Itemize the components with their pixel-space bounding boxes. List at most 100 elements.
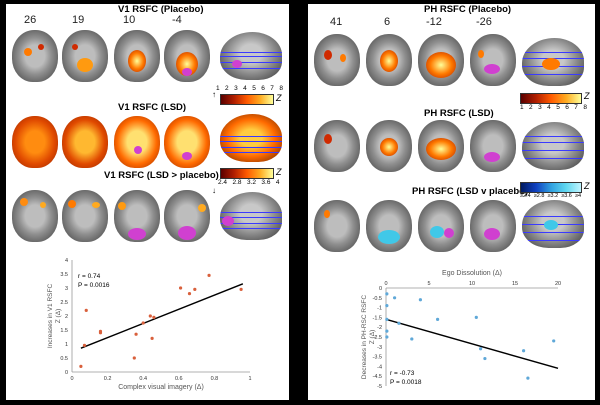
- axial-slice: [164, 30, 210, 82]
- data-point: [207, 273, 211, 277]
- data-point: [150, 336, 154, 340]
- data-point: [483, 356, 487, 361]
- regression-line: [80, 283, 244, 349]
- data-point: [385, 329, 389, 333]
- sagittal-slice: [220, 192, 282, 240]
- v1-scatter-chart: 0 0.5 1 1.5 2 2.5 3 3.5 4 0 0.2 0.4 0.6 0.8 1 Complex v…: [47, 258, 252, 391]
- y-tick-label: -3: [377, 345, 382, 351]
- axial-slice: [164, 190, 210, 242]
- y-tick-label: -1.5: [373, 315, 382, 321]
- data-point: [418, 298, 422, 302]
- data-point: [385, 292, 389, 296]
- y-tick-label: 1: [65, 342, 68, 348]
- axial-slice: [366, 34, 412, 86]
- y-tick-label: 3: [65, 286, 68, 292]
- slice-number: 19: [72, 14, 85, 26]
- axial-slice: [114, 190, 160, 242]
- axial-slice: [62, 116, 108, 168]
- axial-slice: [12, 190, 58, 242]
- axial-slice: [62, 190, 108, 242]
- data-point: [474, 315, 478, 319]
- ph-diff-title: PH RSFC (LSD v placebo): [412, 186, 529, 197]
- data-point: [193, 287, 197, 291]
- slice-number: -12: [426, 16, 442, 28]
- up-arrow-icon: ↑: [212, 90, 216, 99]
- y-tick-label: 2: [65, 314, 68, 320]
- v1-lsd-title: V1 RSFC (LSD): [118, 102, 187, 113]
- data-point: [187, 292, 192, 296]
- heat-colorbar: [220, 94, 274, 105]
- sagittal-slice: [522, 38, 584, 86]
- axial-slice: [470, 120, 516, 172]
- axial-slice: [12, 116, 58, 168]
- ph-scatter-chart: 0 -0.5 -1 -1.5 -2 -2.5 -3 -3.5 -4 -4.5 -5 0 5 10 15 20 E…: [361, 270, 561, 390]
- y-tick-label: 0.5: [60, 356, 68, 362]
- x-tick-label: 15: [512, 281, 518, 287]
- data-point: [141, 321, 145, 325]
- correlation-p: P = 0.0018: [390, 379, 422, 386]
- sagittal-slice: [220, 32, 282, 80]
- slice-number: -4: [172, 14, 182, 26]
- axial-slice: [314, 120, 360, 172]
- data-point: [436, 317, 440, 321]
- axial-slice: [12, 30, 58, 82]
- heat-colorbar: [520, 93, 582, 104]
- axial-slice: [114, 116, 160, 168]
- y-tick-label: 4: [65, 258, 68, 264]
- data-point: [132, 356, 136, 360]
- correlation-r: r = 0.74: [78, 273, 101, 280]
- data-point: [552, 339, 556, 343]
- data-point: [239, 287, 243, 291]
- colorbar-z-label: Z: [276, 167, 282, 177]
- x-tick-label: 1: [248, 376, 251, 382]
- colorbar-ticks: 2.4 2.8 3.2 3.6 4: [218, 179, 280, 186]
- data-point: [98, 329, 103, 333]
- diff-colorbar: [220, 168, 274, 179]
- colorbar-z-label: Z: [276, 93, 282, 103]
- x-tick-label: 0.6: [175, 376, 183, 382]
- left-figure-panel: 26 19 10 -4 V1 RSFC (Placebo) 1 2 3 4 5 …: [6, 4, 289, 400]
- x-tick-label: 20: [555, 281, 561, 287]
- y-tick-label: -5: [377, 384, 382, 390]
- x-tick-label: 0: [384, 281, 387, 287]
- x-axis-title: Complex visual imagery (Δ): [118, 384, 204, 391]
- colorbar-z-label: Z: [584, 91, 590, 101]
- data-point: [178, 286, 183, 290]
- axial-slice: [164, 116, 210, 168]
- x-tick-label: 0.8: [211, 376, 219, 382]
- y-tick-label: -2: [377, 325, 382, 331]
- x-tick-label: 0.2: [104, 376, 112, 382]
- axial-slice: [366, 200, 412, 252]
- data-point: [152, 315, 156, 319]
- axial-slice: [366, 120, 412, 172]
- slice-number: 26: [24, 14, 37, 26]
- y-tick-label: 0: [379, 286, 382, 292]
- y-axis-title: Z (Δ): [55, 309, 62, 323]
- data-point: [393, 296, 397, 300]
- slice-number: -26: [476, 16, 492, 28]
- sagittal-slice: [522, 122, 584, 170]
- data-point: [397, 321, 401, 325]
- slice-number: 6: [384, 16, 391, 28]
- correlation-r: r = -0.73: [390, 370, 415, 377]
- right-figure-panel: PH RSFC (Placebo) 41 6 -12 -26 1 2 3 4 5…: [308, 4, 595, 400]
- y-tick-label: -3.5: [373, 355, 382, 361]
- y-axis-title: Z (Δ): [369, 330, 376, 344]
- data-point: [385, 317, 389, 321]
- y-axis-title: Increases in V1 RSFC: [47, 284, 54, 349]
- y-tick-label: 1.5: [60, 328, 68, 334]
- data-point: [385, 304, 389, 308]
- data-point: [385, 335, 389, 339]
- y-axis-title: Decreases in PH-RSC RSFC: [361, 295, 368, 379]
- data-point: [148, 314, 152, 318]
- slice-number: 10: [123, 14, 136, 26]
- data-point: [82, 343, 87, 347]
- axial-slice: [314, 200, 360, 252]
- data-point: [84, 308, 88, 312]
- axial-slice: [470, 200, 516, 252]
- ph-lsd-title: PH RSFC (LSD): [424, 108, 494, 119]
- v1-placebo-title: V1 RSFC (Placebo): [118, 4, 204, 15]
- y-tick-label: -4: [377, 364, 382, 370]
- x-axis-title: Ego Dissolution (Δ): [442, 270, 502, 277]
- y-tick-label: 3.5: [60, 272, 68, 278]
